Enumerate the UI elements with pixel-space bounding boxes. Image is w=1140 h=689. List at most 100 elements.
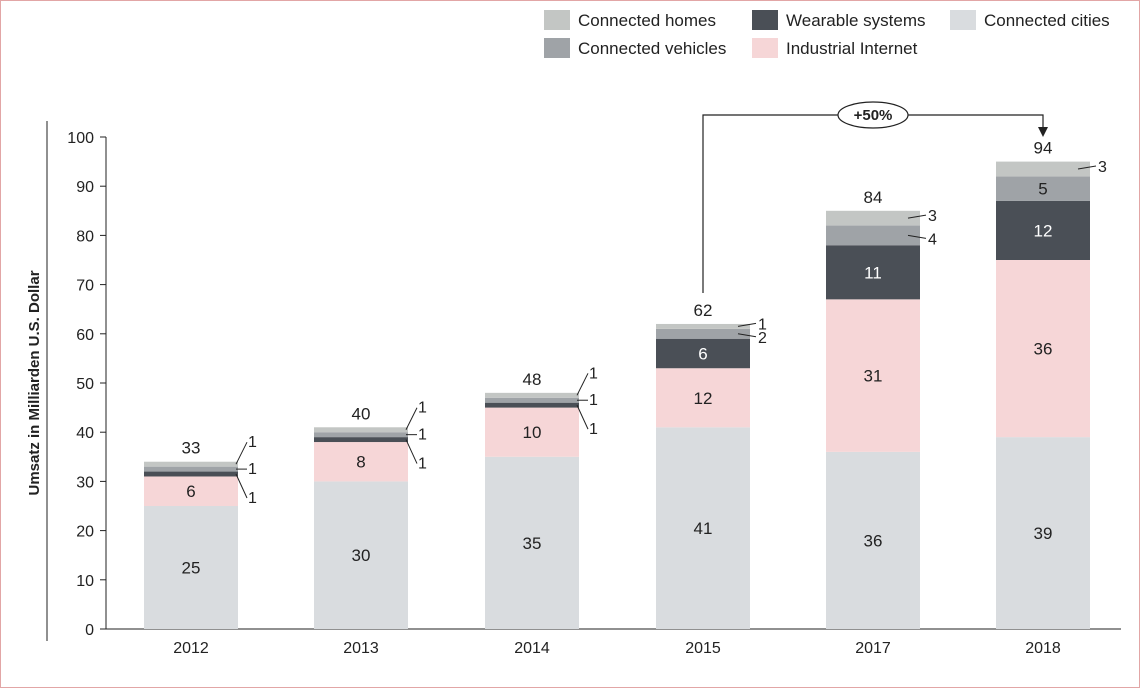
x-tick-label-2014: 2014: [514, 640, 550, 657]
bar-segment-wearable-systems-2013: [314, 437, 408, 443]
bar-segment-connected-vehicles-2014: [485, 397, 579, 403]
y-tick-label: 70: [76, 278, 94, 295]
bar-segment-wearable-systems-2015: [656, 338, 750, 369]
bar-label-connected-homes-2013: 1: [418, 400, 427, 417]
growth-ellipse: [837, 101, 909, 129]
bar-label-industrial-internet-2017: 31: [864, 367, 883, 386]
bar-segment-industrial-internet-2012: [144, 476, 238, 506]
bar-segment-wearable-systems-2018: [996, 200, 1090, 260]
bar-label-wearable-systems-2015: 6: [698, 344, 707, 363]
x-tick-label-2013: 2013: [343, 640, 379, 657]
bar-total-2018: 94: [1034, 139, 1053, 158]
y-tick-label: 90: [76, 179, 94, 196]
leader-line-connected-homes-2013: [405, 407, 418, 430]
bar-label-industrial-internet-2012: 6: [186, 482, 195, 501]
y-tick-label: 0: [85, 622, 94, 639]
bar-total-2014: 48: [523, 370, 542, 389]
bar-segment-connected-vehicles-2013: [314, 432, 408, 438]
bar-segment-connected-cities-2018: [996, 437, 1090, 629]
growth-label: +50%: [854, 107, 893, 124]
legend-label-connected-vehicles: Connected vehicles: [578, 39, 726, 58]
bar-segment-connected-cities-2014: [485, 456, 579, 629]
bar-label-connected-vehicles-2013: 1: [418, 427, 427, 444]
legend-swatch-connected-cities: [950, 10, 976, 30]
bar-segment-connected-cities-2013: [314, 481, 408, 629]
bar-segment-connected-homes-2018: [996, 161, 1090, 177]
bar-label-wearable-systems-2018: 12: [1034, 221, 1053, 240]
y-tick-label: 60: [76, 327, 94, 344]
bar-label-connected-vehicles-2018: 5: [1038, 180, 1047, 199]
bar-segment-wearable-systems-2012: [144, 471, 238, 477]
bar-segment-industrial-internet-2017: [826, 299, 920, 452]
bar-label-connected-cities-2017: 36: [864, 531, 883, 550]
bar-segment-industrial-internet-2014: [485, 407, 579, 457]
leader-line-connected-vehicles-2017: [907, 234, 927, 239]
bar-label-connected-vehicles-2015: 2: [758, 330, 767, 347]
legend-swatch-connected-vehicles: [544, 38, 570, 58]
bar-total-2017: 84: [864, 188, 883, 207]
bar-segment-wearable-systems-2014: [485, 402, 579, 408]
leader-line-wearable-systems-2014: [576, 404, 589, 430]
bar-total-2012: 33: [182, 439, 201, 458]
y-tick-label: 20: [76, 524, 94, 541]
bar-label-wearable-systems-2017: 11: [864, 263, 882, 282]
bar-segment-connected-cities-2015: [656, 427, 750, 629]
bar-segment-industrial-internet-2018: [996, 260, 1090, 438]
legend-label-connected-homes: Connected homes: [578, 11, 716, 30]
y-tick-label: 50: [76, 376, 94, 393]
bar-segment-connected-homes-2017: [826, 210, 920, 226]
bar-label-connected-cities-2018: 39: [1034, 524, 1053, 543]
leader-line-wearable-systems-2012: [235, 473, 248, 499]
bar-label-industrial-internet-2015: 12: [694, 389, 713, 408]
bar-label-connected-vehicles-2012: 1: [248, 461, 257, 478]
legend-swatch-wearable-systems: [752, 10, 778, 30]
bar-segment-connected-homes-2012: [144, 461, 238, 467]
x-tick-label-2015: 2015: [685, 640, 721, 657]
y-tick-label: 10: [76, 573, 94, 590]
bar-segment-industrial-internet-2015: [656, 368, 750, 428]
bar-label-connected-cities-2012: 25: [182, 559, 201, 578]
leader-line-connected-homes-2017: [907, 214, 927, 219]
bar-label-connected-cities-2013: 30: [352, 546, 371, 565]
growth-arrow-head: [1038, 127, 1048, 137]
leader-line-connected-homes-2018: [1077, 165, 1097, 170]
bar-segment-connected-vehicles-2017: [826, 225, 920, 246]
bar-label-connected-vehicles-2017: 4: [928, 231, 937, 248]
leader-line-connected-homes-2012: [235, 441, 248, 465]
bar-label-connected-homes-2017: 3: [928, 208, 937, 225]
leader-line-wearable-systems-2013: [405, 439, 418, 464]
bar-label-industrial-internet-2013: 8: [356, 453, 365, 472]
legend-label-industrial-internet: Industrial Internet: [786, 39, 918, 58]
bar-segment-connected-vehicles-2015: [656, 328, 750, 339]
y-tick-label: 100: [67, 130, 94, 147]
leader-line-connected-homes-2014: [576, 373, 589, 396]
x-tick-label-2018: 2018: [1025, 640, 1061, 657]
bar-total-2015: 62: [694, 301, 713, 320]
bar-label-connected-cities-2014: 35: [523, 534, 542, 553]
bar-segment-connected-cities-2017: [826, 451, 920, 629]
leader-line-connected-vehicles-2015: [737, 333, 757, 338]
bar-label-connected-homes-2015: 1: [758, 316, 767, 333]
legend-swatch-connected-homes: [544, 10, 570, 30]
bar-label-connected-cities-2015: 41: [694, 519, 713, 538]
legend-swatch-industrial-internet: [752, 38, 778, 58]
legend-label-wearable-systems: Wearable systems: [786, 11, 926, 30]
x-tick-label-2012: 2012: [173, 640, 209, 657]
bar-label-wearable-systems-2013: 1: [418, 456, 427, 473]
bar-segment-wearable-systems-2017: [826, 245, 920, 300]
bar-label-wearable-systems-2014: 1: [589, 421, 598, 438]
bar-label-connected-homes-2018: 3: [1098, 159, 1107, 176]
x-tick-label-2017: 2017: [855, 640, 891, 657]
bar-segment-connected-homes-2015: [656, 323, 750, 329]
y-tick-label: 40: [76, 425, 94, 442]
bar-segment-industrial-internet-2013: [314, 442, 408, 482]
bar-segment-connected-vehicles-2018: [996, 176, 1090, 201]
bar-label-industrial-internet-2018: 36: [1034, 340, 1053, 359]
bar-segment-connected-homes-2013: [314, 427, 408, 433]
leader-line-connected-homes-2015: [737, 322, 757, 327]
bar-segment-connected-vehicles-2012: [144, 466, 238, 472]
bar-segment-connected-cities-2012: [144, 506, 238, 629]
bar-label-wearable-systems-2012: 1: [248, 490, 257, 507]
